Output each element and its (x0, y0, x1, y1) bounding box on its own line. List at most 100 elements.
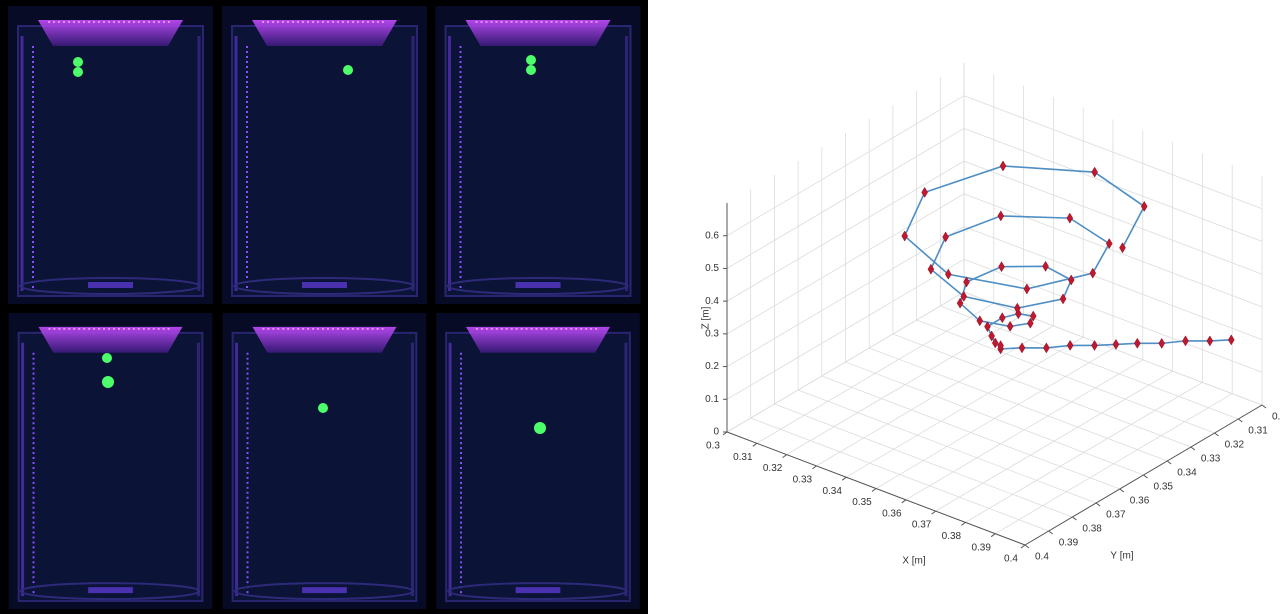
point-marker (1043, 342, 1050, 354)
y-tick (1261, 404, 1267, 409)
point-marker (1134, 337, 1141, 349)
photo-grid (0, 0, 648, 614)
x-tick-label: 0.34 (822, 486, 842, 497)
x-tick (871, 488, 877, 492)
point-marker (927, 263, 935, 275)
y-tick (1095, 502, 1101, 507)
grid-line (750, 417, 1049, 532)
y-axis-label: Y [m] (1110, 551, 1133, 562)
z-tick-label: 0.5 (705, 263, 719, 274)
grid-line (940, 305, 1239, 420)
point-marker (1027, 317, 1034, 329)
y-tick-label: 0.35 (1154, 482, 1174, 493)
point-marker (1014, 302, 1021, 314)
ball (526, 55, 536, 65)
y-tick-label: 0.4 (1035, 552, 1049, 563)
trajectory-line (903, 165, 1232, 350)
point-marker (1059, 293, 1067, 305)
y-tick (1143, 474, 1148, 479)
point-marker (921, 186, 928, 198)
ball (343, 65, 353, 75)
z-tick-label: 0.4 (705, 296, 719, 307)
photo-frame (222, 313, 427, 609)
y-tick (1119, 488, 1125, 493)
y-tick-label: 0.37 (1106, 510, 1126, 521)
grid-line (963, 291, 1263, 406)
ball (102, 353, 112, 363)
x-tick (782, 454, 787, 459)
y-tick-label: 0.39 (1059, 538, 1079, 549)
point-marker (956, 297, 964, 309)
ball (73, 67, 83, 77)
grid-line (916, 319, 1215, 434)
ball (102, 376, 114, 388)
grid-line (726, 258, 965, 400)
point-marker (1091, 166, 1098, 178)
point-marker (997, 210, 1005, 222)
photo-frame (222, 6, 427, 304)
point-marker (960, 290, 968, 302)
point-marker (1066, 339, 1074, 351)
z-tick-label: 0.2 (705, 361, 719, 372)
y-tick (1214, 432, 1219, 437)
x-tick-label: 0.39 (971, 542, 991, 553)
z-tick-label: 0.6 (705, 230, 719, 241)
point-marker (1158, 337, 1166, 349)
point-marker (1112, 338, 1120, 350)
ball (73, 57, 83, 67)
z-tick-label: 0 (713, 427, 719, 438)
point-marker (976, 315, 984, 327)
point-marker (1089, 267, 1097, 279)
point-marker (1023, 283, 1031, 295)
x-tick (961, 522, 966, 526)
grid-line (845, 361, 1144, 476)
point-marker (1119, 242, 1126, 254)
z-axis-label: Z [m] (701, 306, 712, 329)
x-tick (812, 465, 817, 470)
y-tick-label: 0.3 (1272, 412, 1280, 423)
grid-line (726, 291, 965, 433)
x-tick (931, 510, 936, 515)
ball (318, 403, 328, 413)
grid-line (774, 403, 1073, 518)
x-tick-label: 0.3 (706, 441, 720, 452)
y-tick (1238, 418, 1243, 423)
y-tick-label: 0.33 (1201, 454, 1221, 465)
plot-3d: 0.30.310.320.330.340.350.360.370.380.390… (701, 63, 1280, 567)
grid-line (963, 226, 1263, 340)
point-marker (984, 321, 991, 333)
y-tick-label: 0.31 (1248, 426, 1268, 437)
point-marker (1066, 212, 1074, 224)
grid-line (892, 333, 1192, 448)
photo-frame (434, 6, 642, 304)
x-axis-label: X [m] (902, 556, 926, 567)
grid-line (963, 160, 1263, 275)
point-marker (945, 268, 952, 280)
y-tick-label: 0.36 (1130, 496, 1150, 507)
point-marker (1227, 334, 1235, 346)
x-tick (990, 533, 996, 538)
point-marker (1206, 335, 1214, 347)
point-marker (998, 261, 1005, 273)
point-marker (1006, 320, 1014, 332)
point-marker (901, 230, 908, 242)
grid-line (963, 95, 1263, 210)
grid-line (726, 226, 965, 367)
ball (534, 422, 546, 434)
grid-line (797, 389, 1097, 504)
point-marker (991, 337, 999, 349)
y-tick-label: 0.32 (1225, 440, 1245, 451)
grid-line (726, 128, 965, 269)
point-marker (1140, 200, 1148, 212)
z-tick-label: 0.3 (705, 328, 719, 339)
z-tick-label: 0.1 (705, 394, 719, 405)
green-balls (73, 55, 546, 434)
x-tick (841, 476, 847, 481)
point-marker (1067, 274, 1075, 286)
point-marker (942, 231, 949, 243)
grid-line (821, 375, 1120, 490)
x-tick-label: 0.32 (763, 463, 783, 474)
grid-line (963, 193, 1263, 308)
